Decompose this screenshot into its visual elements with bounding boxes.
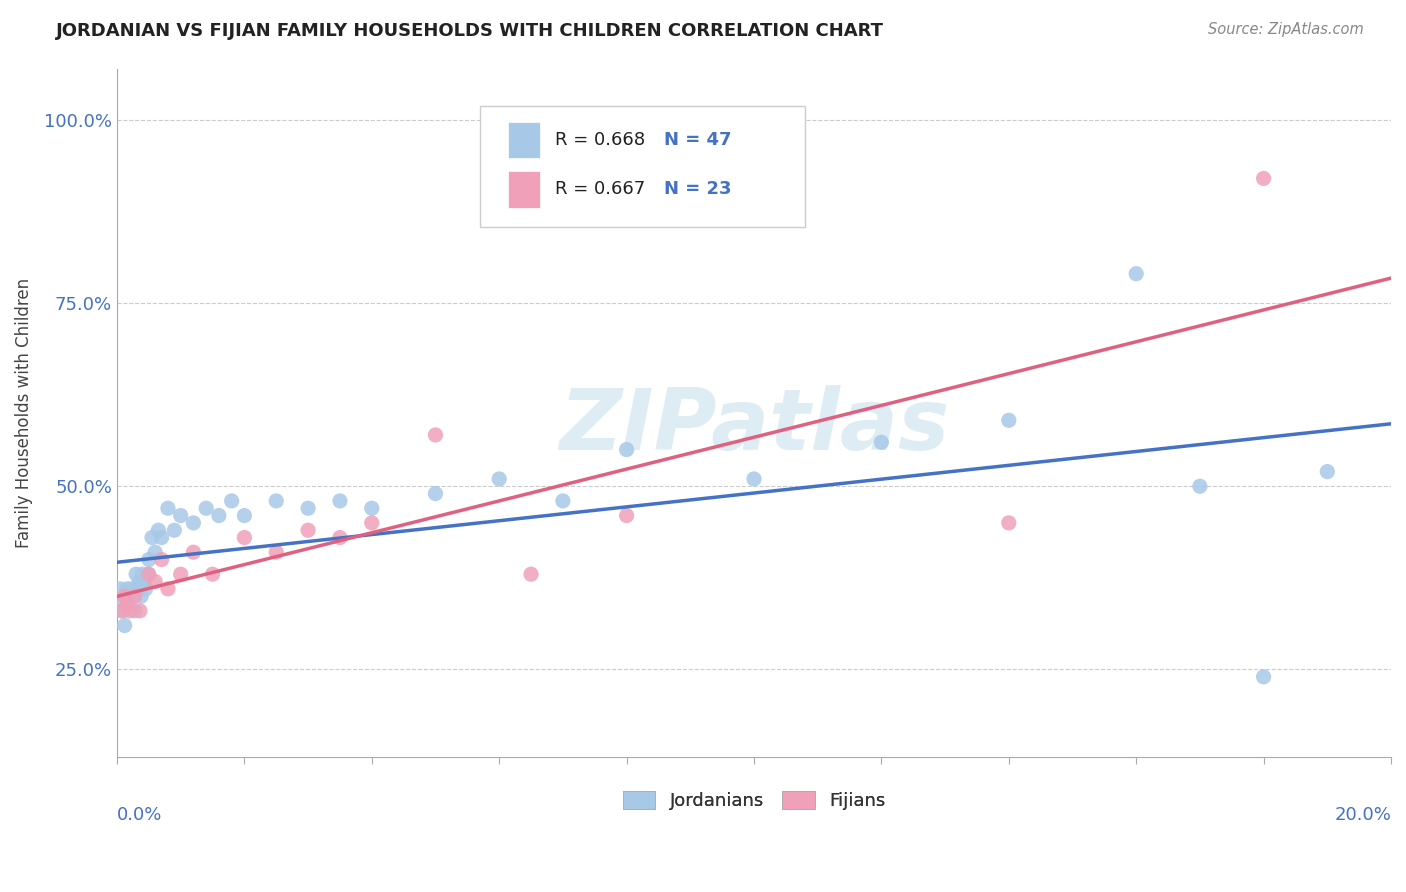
FancyBboxPatch shape xyxy=(508,171,540,208)
Point xyxy=(112,597,135,611)
Point xyxy=(551,494,574,508)
Point xyxy=(115,582,138,596)
Point xyxy=(108,582,131,596)
Point xyxy=(115,597,138,611)
Text: R = 0.667: R = 0.667 xyxy=(555,180,645,198)
Point xyxy=(132,574,155,589)
Point xyxy=(118,597,141,611)
Point xyxy=(183,516,205,530)
Point xyxy=(136,567,159,582)
Point xyxy=(114,618,136,632)
Point xyxy=(150,552,173,566)
Point xyxy=(114,589,136,603)
Point xyxy=(118,604,141,618)
Point xyxy=(297,523,319,537)
FancyBboxPatch shape xyxy=(479,106,806,227)
Point xyxy=(201,567,224,582)
Point xyxy=(425,486,447,500)
Text: R = 0.668: R = 0.668 xyxy=(555,131,645,149)
Y-axis label: Family Households with Children: Family Households with Children xyxy=(15,278,32,548)
Point xyxy=(742,472,765,486)
Point xyxy=(329,531,352,545)
Point xyxy=(1253,171,1275,186)
Text: ZIPatlas: ZIPatlas xyxy=(558,385,949,468)
Point xyxy=(143,574,166,589)
Point xyxy=(129,604,152,618)
Point xyxy=(488,472,510,486)
Point xyxy=(425,428,447,442)
Point xyxy=(297,501,319,516)
Point xyxy=(156,582,179,596)
Text: 0.0%: 0.0% xyxy=(117,805,162,823)
Point xyxy=(1125,267,1147,281)
Point xyxy=(125,567,148,582)
Text: N = 47: N = 47 xyxy=(664,131,731,149)
Point xyxy=(997,516,1019,530)
Point xyxy=(150,531,173,545)
Point xyxy=(997,413,1019,427)
Point xyxy=(616,508,638,523)
Point xyxy=(156,501,179,516)
Point xyxy=(131,567,153,582)
Point xyxy=(117,589,139,603)
Point xyxy=(115,589,138,603)
Point xyxy=(138,552,160,566)
Point xyxy=(264,545,287,559)
Point xyxy=(124,604,146,618)
Point xyxy=(329,494,352,508)
Point xyxy=(616,442,638,457)
Point xyxy=(360,501,382,516)
Legend: Jordanians, Fijians: Jordanians, Fijians xyxy=(616,783,893,817)
Text: Source: ZipAtlas.com: Source: ZipAtlas.com xyxy=(1208,22,1364,37)
Point xyxy=(141,531,163,545)
Point xyxy=(520,567,543,582)
Point xyxy=(170,508,193,523)
Point xyxy=(208,508,231,523)
Point xyxy=(122,589,145,603)
Point xyxy=(120,582,142,596)
Point xyxy=(264,494,287,508)
Point xyxy=(138,567,160,582)
Point xyxy=(233,508,256,523)
Text: N = 23: N = 23 xyxy=(664,180,731,198)
Point xyxy=(870,435,893,450)
Text: 20.0%: 20.0% xyxy=(1334,805,1391,823)
Point xyxy=(360,516,382,530)
Point xyxy=(1316,465,1339,479)
Point xyxy=(111,604,134,618)
Point xyxy=(221,494,243,508)
Point xyxy=(128,574,150,589)
Point xyxy=(163,523,186,537)
Point xyxy=(233,531,256,545)
Point xyxy=(124,589,146,603)
Point xyxy=(143,545,166,559)
Point xyxy=(148,523,170,537)
Point xyxy=(195,501,218,516)
Point xyxy=(111,604,134,618)
Text: JORDANIAN VS FIJIAN FAMILY HOUSEHOLDS WITH CHILDREN CORRELATION CHART: JORDANIAN VS FIJIAN FAMILY HOUSEHOLDS WI… xyxy=(56,22,884,40)
Point xyxy=(183,545,205,559)
Point xyxy=(1253,670,1275,684)
FancyBboxPatch shape xyxy=(508,121,540,158)
Point xyxy=(127,582,149,596)
Point xyxy=(1188,479,1211,493)
Point xyxy=(129,589,152,603)
Point xyxy=(135,582,157,596)
Point xyxy=(170,567,193,582)
